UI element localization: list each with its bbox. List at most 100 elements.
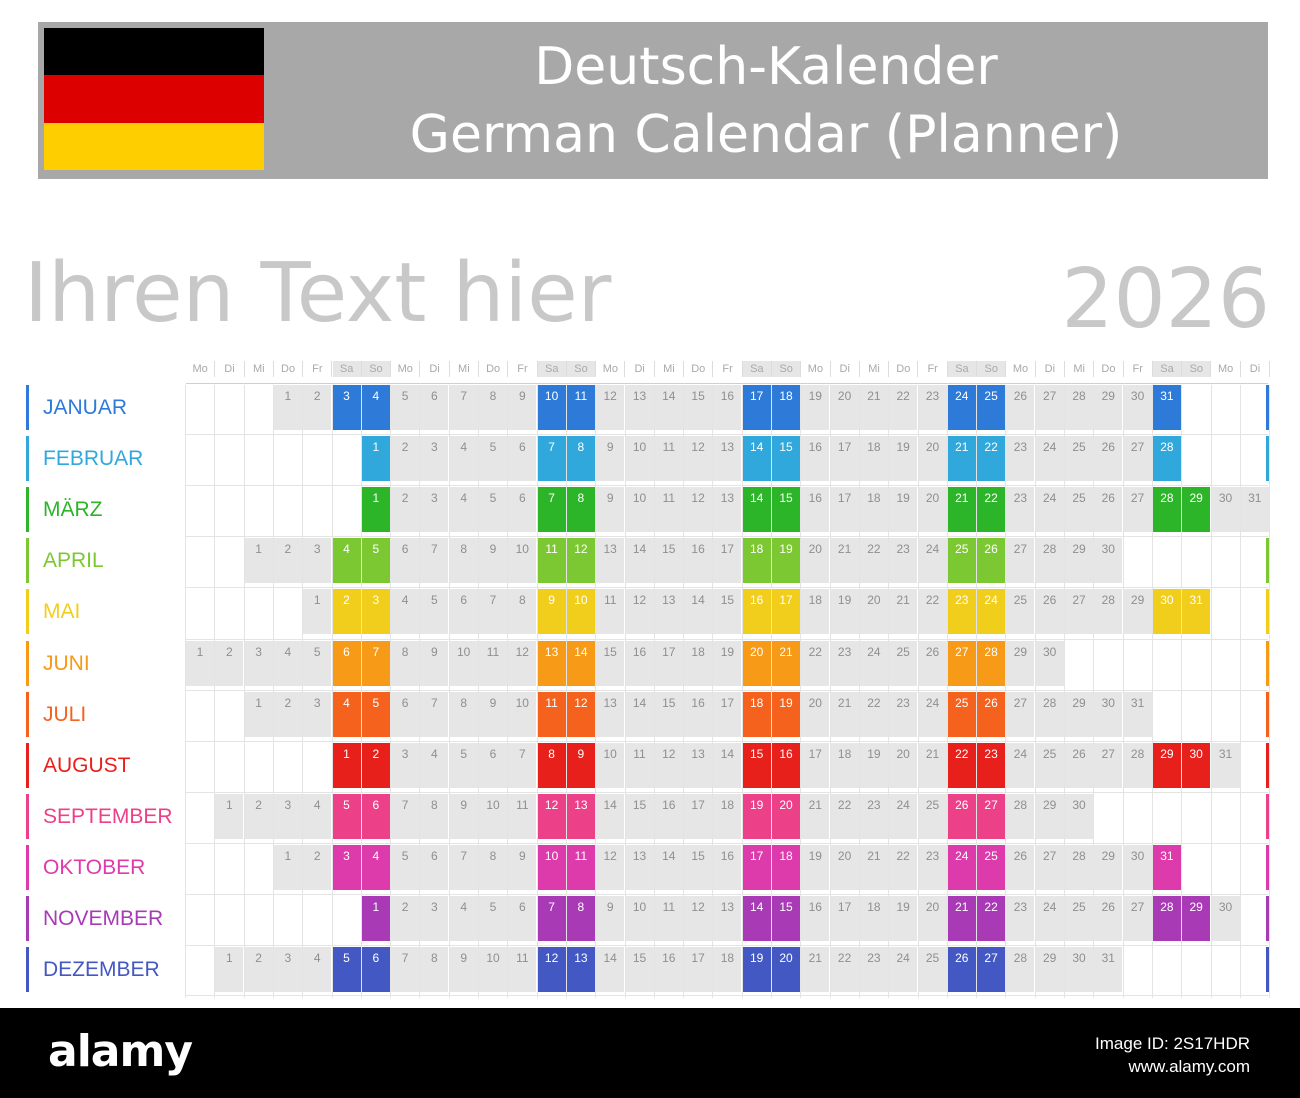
day-cell: 19 [772, 691, 800, 737]
day-cell: 11 [508, 793, 537, 839]
day-cell: 1 [361, 436, 390, 482]
row-separator [186, 740, 1268, 742]
day-cell: 25 [1065, 896, 1093, 941]
day-cell: 15 [772, 487, 800, 533]
day-cell: 7 [508, 742, 537, 788]
day-cell: 27 [977, 947, 1006, 993]
germany-flag-icon [44, 28, 264, 170]
grid-column-line [800, 385, 802, 999]
day-cell: 4 [449, 487, 478, 533]
day-cell: 15 [684, 385, 713, 430]
day-cell: 30 [1123, 385, 1152, 430]
day-cell: 4 [420, 742, 449, 788]
grid-column-line [829, 385, 831, 999]
weekday-header: Sa [537, 361, 568, 377]
day-cell: 24 [889, 947, 918, 993]
day-cell: 14 [713, 742, 742, 788]
day-cell: 25 [1035, 742, 1064, 788]
day-cell: 19 [742, 947, 771, 993]
day-cell: 2 [215, 640, 244, 686]
header-banner: Deutsch-Kalender German Calendar (Planne… [38, 22, 1268, 179]
day-cell: 22 [977, 487, 1006, 533]
weekday-header: Mo [391, 361, 421, 377]
day-cell: 3 [332, 385, 361, 430]
day-cell: 12 [654, 742, 683, 788]
day-cell: 26 [918, 640, 947, 686]
day-cell: 30 [1152, 589, 1181, 635]
day-cell: 20 [859, 589, 888, 635]
day-cell: 3 [303, 691, 332, 737]
day-cell: 10 [625, 487, 654, 533]
weekday-header: Do [1094, 361, 1124, 377]
day-cell: 22 [947, 742, 976, 788]
weekday-header: So [361, 361, 392, 377]
day-cell: 11 [566, 385, 595, 430]
weekday-header: Fr [713, 361, 743, 377]
day-cell: 10 [479, 793, 507, 839]
day-cell: 17 [801, 742, 830, 788]
day-cell: 27 [947, 640, 976, 686]
row-separator [186, 995, 1268, 997]
day-cell: 7 [479, 589, 507, 635]
day-cell: 25 [1065, 487, 1093, 533]
day-cell: 27 [1123, 487, 1152, 533]
day-cell: 25 [947, 538, 976, 584]
weekday-header: Do [684, 361, 714, 377]
month-label: SEPTEMBER [26, 793, 176, 839]
month-color-bar [1266, 385, 1269, 430]
grid-column-line [946, 385, 948, 999]
site-url: www.alamy.com [1128, 1057, 1250, 1076]
day-cell: 26 [977, 691, 1006, 737]
day-cell: 26 [1094, 436, 1123, 482]
grid-column-line [302, 385, 304, 999]
day-cell: 22 [889, 385, 918, 430]
day-cell: 23 [889, 538, 918, 584]
custom-text-placeholder: Ihren Text hier [24, 246, 612, 341]
day-cell: 24 [947, 385, 976, 430]
day-cell: 17 [830, 487, 859, 533]
day-cell: 16 [801, 436, 830, 482]
day-cell: 30 [1065, 793, 1093, 839]
day-cell: 7 [420, 538, 449, 584]
grid-column-line [1064, 385, 1065, 999]
day-cell: 21 [830, 538, 859, 584]
grid-column-line [683, 385, 685, 999]
day-cell: 13 [566, 947, 595, 993]
day-cell: 27 [1035, 385, 1064, 430]
day-cell: 12 [537, 947, 566, 993]
day-cell: 24 [859, 640, 888, 686]
day-cell: 14 [654, 385, 683, 430]
day-cell: 5 [332, 793, 361, 839]
month-color-bar [1266, 436, 1269, 482]
day-cell: 23 [830, 640, 859, 686]
day-cell: 29 [1065, 538, 1093, 584]
day-cell: 18 [859, 436, 888, 482]
day-cell: 18 [713, 793, 742, 839]
day-cell: 15 [625, 947, 654, 993]
day-cell: 6 [479, 742, 507, 788]
day-cell: 8 [566, 436, 595, 482]
grid-column-line [1034, 385, 1036, 999]
month-color-bar [1266, 691, 1269, 737]
day-cell: 6 [391, 691, 420, 737]
weekday-header: Do [274, 361, 304, 377]
weekday-header: So [977, 361, 1007, 377]
day-cell: 18 [713, 947, 742, 993]
day-cell: 23 [859, 793, 888, 839]
weekday-header: Fr [303, 361, 333, 377]
grid-column-line [331, 385, 333, 999]
grid-column-line [448, 385, 450, 999]
day-cell: 7 [537, 487, 566, 533]
row-separator [186, 842, 1268, 844]
grid-column-line [976, 385, 978, 999]
month-label: JULI [26, 691, 176, 737]
day-cell: 8 [566, 896, 595, 941]
day-cell: 10 [479, 947, 507, 993]
weekday-header: So [566, 361, 597, 377]
grid-column-line [419, 385, 421, 999]
day-cell: 13 [713, 896, 742, 941]
day-cell: 17 [742, 385, 771, 430]
day-cell: 10 [508, 691, 537, 737]
day-cell: 4 [332, 691, 361, 737]
year-label: 2026 [1061, 252, 1270, 347]
